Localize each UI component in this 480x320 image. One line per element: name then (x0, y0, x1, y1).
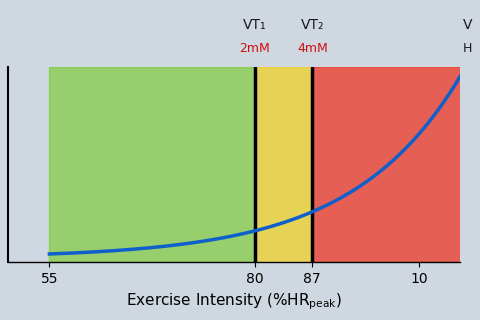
Bar (312, 67, 480, 262)
Text: 2mM: 2mM (240, 42, 270, 55)
Text: H: H (463, 42, 472, 55)
Text: V: V (463, 18, 472, 32)
X-axis label: Exercise Intensity (%HR$_\mathregular{peak}$): Exercise Intensity (%HR$_\mathregular{pe… (126, 291, 342, 312)
Bar (255, 67, 312, 262)
Text: VT₁: VT₁ (243, 18, 266, 32)
Text: 4mM: 4mM (297, 42, 328, 55)
Bar (49, 67, 255, 262)
Text: VT₂: VT₂ (300, 18, 324, 32)
